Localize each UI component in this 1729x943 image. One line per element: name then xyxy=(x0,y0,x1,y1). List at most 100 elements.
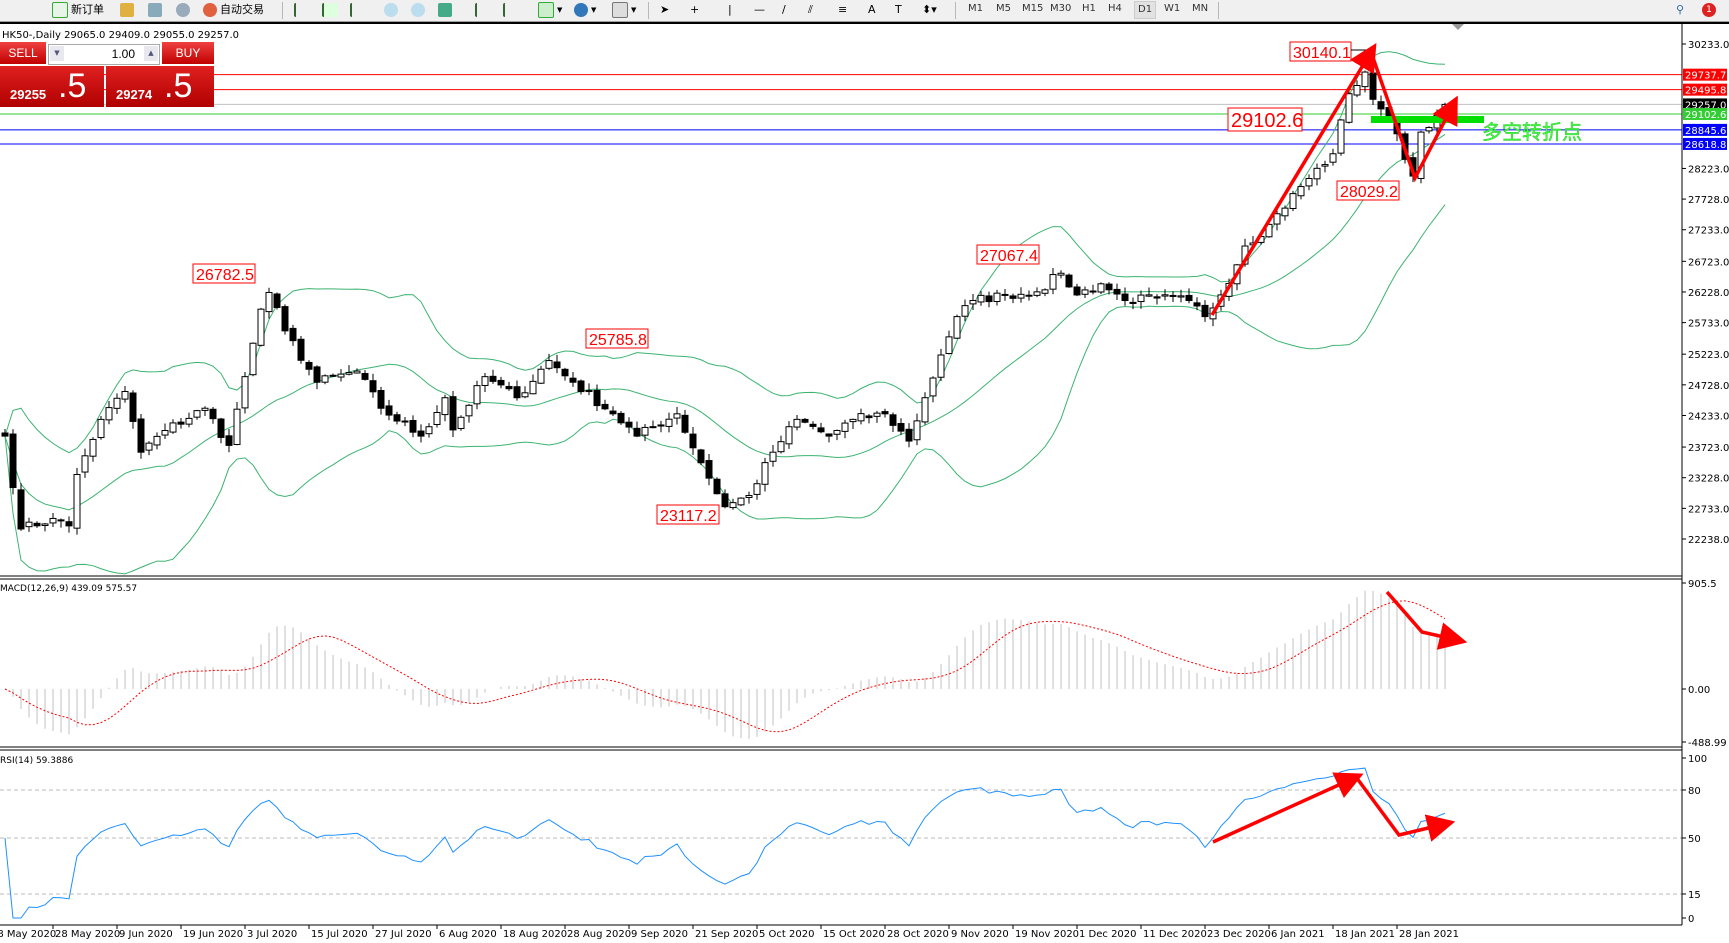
fibonacci-tool[interactable]: ≡ xyxy=(838,2,847,18)
zoom-in-button[interactable] xyxy=(384,2,398,18)
timeframe-h1[interactable]: H1 xyxy=(1082,3,1096,14)
rsi-line xyxy=(4,767,1446,919)
lot-decrease-button[interactable]: ▼ xyxy=(50,46,64,61)
horizontal-line-tool[interactable]: — xyxy=(754,2,765,18)
candle-bull xyxy=(1089,290,1097,293)
candle-bear xyxy=(505,385,513,390)
line-chart-button[interactable] xyxy=(350,2,366,18)
candle-bull xyxy=(873,412,881,417)
indicators-button[interactable]: ▼ xyxy=(538,2,562,18)
trendline-tool[interactable]: / xyxy=(782,2,786,18)
candle-bear xyxy=(633,427,641,437)
crosshair-tool[interactable]: + xyxy=(690,2,699,18)
timeframe-m15[interactable]: M15 xyxy=(1022,3,1044,14)
new-order-button[interactable]: 新订单 xyxy=(52,2,104,18)
text-tool[interactable]: A xyxy=(868,2,876,18)
auto-scroll-button[interactable] xyxy=(475,2,491,18)
date-tick-label: 27 Jul 2020 xyxy=(375,929,432,940)
cursor-tool[interactable]: ➤ xyxy=(660,2,669,18)
candle-bear xyxy=(585,390,593,393)
candle-bear xyxy=(1153,296,1161,299)
candle-bull xyxy=(1313,167,1321,180)
candle-bull xyxy=(737,497,745,506)
candle-bull xyxy=(1273,213,1281,225)
metaeditor-icon xyxy=(120,3,134,17)
arrows-tool[interactable]: ⬍▾ xyxy=(922,2,937,18)
vertical-line-tool[interactable]: | xyxy=(728,2,732,18)
candle-bull xyxy=(1281,207,1289,217)
candle-bull xyxy=(345,372,353,375)
candle-bull xyxy=(545,360,553,369)
buy-price-button[interactable]: 29274 .5 xyxy=(106,66,214,107)
date-tick-label: 18 May 2020 xyxy=(0,929,56,940)
buy-price-fraction: .5 xyxy=(164,67,193,105)
timeframe-m5[interactable]: M5 xyxy=(996,3,1011,14)
timeframe-m30[interactable]: M30 xyxy=(1050,3,1072,14)
price-level-label: 28618.8 xyxy=(1685,140,1726,151)
candle-bull xyxy=(1041,289,1049,294)
candle-bear xyxy=(1,432,9,437)
date-tick-label: 28 Oct 2020 xyxy=(887,929,949,940)
tile-windows-button[interactable] xyxy=(438,2,452,18)
terminal-button[interactable] xyxy=(148,2,162,18)
notifications-button[interactable]: 1 xyxy=(1702,2,1716,18)
arrow-down-main xyxy=(1369,51,1458,183)
candle-bear xyxy=(1073,286,1081,296)
candle-bull xyxy=(241,376,249,409)
auto-trading-button[interactable]: 自动交易 xyxy=(203,2,264,18)
candle-bull xyxy=(753,483,761,495)
chart-shift-marker[interactable] xyxy=(1452,24,1464,30)
candle-chart-button[interactable] xyxy=(322,2,338,18)
candle-bear xyxy=(385,405,393,416)
lot-increase-button[interactable]: ▲ xyxy=(144,46,158,61)
macd-tick-label: 905.5 xyxy=(1688,579,1717,590)
tile-windows-icon xyxy=(438,3,452,17)
candle-bear xyxy=(401,420,409,423)
equidistant-channel-tool[interactable]: ⫽ xyxy=(808,2,813,18)
date-tick-label: 1 Dec 2020 xyxy=(1079,929,1137,940)
candle-bear xyxy=(1025,294,1033,297)
candle-bear xyxy=(713,478,721,495)
bar-chart-icon xyxy=(294,3,310,17)
candle-bear xyxy=(1201,304,1209,318)
candle-bear xyxy=(297,338,305,361)
candle-bear xyxy=(625,421,633,428)
sell-price-button[interactable]: 29255 .5 xyxy=(0,66,104,107)
bar-chart-button[interactable] xyxy=(294,2,310,18)
candle-bull xyxy=(793,418,801,428)
candle-bear xyxy=(33,522,41,527)
candle-bear xyxy=(593,389,601,407)
price-level-badge xyxy=(1683,98,1727,111)
timeframe-mn[interactable]: MN xyxy=(1192,3,1209,14)
candle-bull xyxy=(97,418,105,439)
periods-button[interactable]: ▼ xyxy=(574,2,596,18)
metaeditor-button[interactable] xyxy=(120,2,134,18)
signals-button[interactable] xyxy=(176,2,190,18)
search-button[interactable]: ⚲ xyxy=(1676,2,1684,18)
rsi-label: RSI(14) 59.3886 xyxy=(0,756,73,766)
pivot-zone-bar xyxy=(1371,116,1484,123)
candle-bear xyxy=(129,392,137,422)
fibonacci-icon: ≡ xyxy=(838,3,848,16)
timeframe-m1[interactable]: M1 xyxy=(968,3,983,14)
macd-signal-line xyxy=(4,600,1446,733)
timeframe-d1[interactable]: D1 xyxy=(1134,1,1157,19)
sell-button[interactable]: SELL xyxy=(0,42,46,64)
templates-button[interactable]: ▼ xyxy=(612,2,636,18)
buy-button[interactable]: BUY xyxy=(162,42,214,64)
timeframe-w1[interactable]: W1 xyxy=(1164,3,1181,14)
text-label-tool[interactable]: T xyxy=(895,2,902,18)
chart-shift-button[interactable] xyxy=(503,2,519,18)
candle-bull xyxy=(265,291,273,313)
arrow-rsi-up xyxy=(1212,772,1364,844)
timeframe-h4[interactable]: H4 xyxy=(1108,3,1122,14)
date-tick-label: 21 Sep 2020 xyxy=(695,929,758,940)
candle-bear xyxy=(449,396,457,431)
candle-bull xyxy=(1353,85,1361,96)
zoom-out-button[interactable] xyxy=(411,2,425,18)
date-tick-label: 9 Nov 2020 xyxy=(951,929,1009,940)
candle-bear xyxy=(1105,283,1113,291)
lot-size-input[interactable]: ▼ 1.00 ▲ xyxy=(48,44,160,65)
candle-bull xyxy=(1345,93,1353,123)
